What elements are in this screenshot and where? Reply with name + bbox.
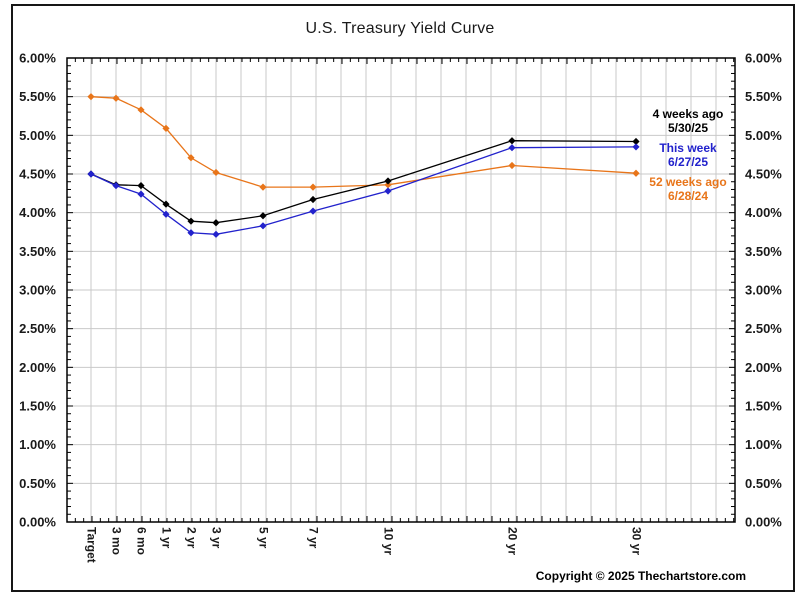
- series-line-this-week: [90, 146, 637, 235]
- data-point-52-weeks-ago: [212, 168, 220, 177]
- data-point-this-week: [309, 207, 317, 215]
- y-axis-label-left: 1.00%: [19, 437, 56, 452]
- series-this-week: [87, 143, 640, 238]
- legend-4-weeks-ago: 4 weeks ago 5/30/25: [604, 107, 772, 135]
- x-axis-label: 6 mo: [135, 527, 149, 555]
- legend-this-week-date: 6/27/25: [667, 154, 709, 169]
- data-point-52-weeks-ago: [112, 94, 120, 102]
- y-axis-label-right: 3.00%: [745, 283, 782, 298]
- data-point-52-weeks-ago: [162, 124, 170, 132]
- data-point-52-weeks-ago: [259, 183, 267, 191]
- data-point-52-weeks-ago: [309, 183, 317, 191]
- legend-this-week: This week 6/27/25: [604, 141, 772, 169]
- legend-52-weeks-ago-label: 52 weeks ago: [649, 175, 727, 189]
- y-axis-label-left: 0.50%: [19, 476, 56, 491]
- y-axis-label-right: 5.50%: [745, 89, 782, 104]
- data-point-this-week: [187, 229, 195, 237]
- y-axis-label-right: 6.00%: [745, 51, 782, 66]
- x-axis-labels: Target 3 mo 6 mo 1 yr 2 yr 3 yr 5 yr 7 yr 10 yr 2…: [85, 527, 644, 563]
- y-axis-label-right: 1.00%: [745, 437, 782, 452]
- data-point-52-weeks-ago: [384, 181, 392, 189]
- legend-52-weeks-ago: 52 weeks ago 6/28/24: [604, 175, 772, 203]
- x-axis-label: 7 yr: [307, 527, 321, 549]
- data-point-4-weeks-ago: [259, 212, 267, 220]
- data-point-52-weeks-ago: [508, 161, 516, 170]
- data-point-4-weeks-ago: [137, 182, 145, 190]
- data-point-52-weeks-ago: [137, 106, 145, 114]
- y-axis-label-right: 5.00%: [745, 128, 782, 143]
- y-axis-label-left: 5.50%: [19, 89, 56, 104]
- legend-4-weeks-ago-label: 4 weeks ago: [652, 107, 724, 121]
- data-point-this-week: [508, 144, 516, 152]
- x-axis-label: 20 yr: [506, 527, 520, 555]
- y-axis-label-right: 2.50%: [745, 321, 782, 336]
- data-point-this-week: [259, 222, 267, 230]
- y-axis-label-right: 0.00%: [745, 515, 782, 530]
- series-52-weeks-ago: [87, 93, 640, 191]
- y-axis-label-left: 2.00%: [19, 360, 56, 375]
- x-axis-label: 1 yr: [160, 527, 174, 549]
- data-point-52-weeks-ago: [632, 169, 640, 177]
- data-point-52-weeks-ago: [87, 93, 95, 101]
- y-axis-label-left: 3.50%: [19, 244, 56, 259]
- data-point-4-weeks-ago: [508, 137, 516, 145]
- plot-frame: [66, 57, 736, 523]
- y-axis-label-left: 2.50%: [19, 321, 56, 336]
- x-axis-label: 3 mo: [110, 527, 124, 555]
- y-axis-label-left: 3.00%: [19, 283, 56, 298]
- legend-52-weeks-ago-date: 6/28/24: [667, 188, 709, 203]
- y-axis-label-left: 5.00%: [19, 128, 56, 143]
- y-axis-label-left: 4.50%: [19, 167, 56, 182]
- data-point-4-weeks-ago: [632, 137, 640, 146]
- x-axis-label: 10 yr: [382, 527, 396, 555]
- y-axis-labels: 6.00% 6.00% 5.50% 5.50% 5.00% 5.00% 4.50% 4.50%…: [19, 51, 782, 530]
- chart-legend: 4 weeks ago 5/30/25 This week 6/27/25 52…: [604, 107, 772, 210]
- gridlines: [67, 58, 735, 522]
- x-axis-label: 3 yr: [210, 527, 224, 549]
- data-point-52-weeks-ago: [187, 154, 195, 162]
- copyright-text: Copyright © 2025 Thechartstore.com: [535, 569, 746, 583]
- y-axis-label-left: 4.00%: [19, 205, 56, 220]
- y-axis-label-left: 6.00%: [19, 51, 56, 66]
- y-axis-label-left: 0.00%: [19, 515, 56, 530]
- series-line-4-weeks-ago: [90, 140, 637, 224]
- data-point-this-week: [384, 187, 392, 195]
- data-point-this-week: [162, 210, 170, 218]
- data-point-4-weeks-ago: [162, 200, 170, 208]
- x-axis-label: 2 yr: [185, 527, 199, 549]
- data-point-this-week: [112, 182, 120, 190]
- data-point-4-weeks-ago: [384, 177, 392, 185]
- data-point-this-week: [137, 190, 145, 198]
- data-point-this-week: [632, 143, 640, 151]
- x-axis-label: 5 yr: [257, 527, 271, 549]
- x-axis-label: Target: [85, 527, 99, 563]
- legend-this-week-label: This week: [659, 141, 717, 155]
- y-axis-label-right: 2.00%: [745, 360, 782, 375]
- y-axis-label-right: 3.50%: [745, 244, 782, 259]
- data-point-4-weeks-ago: [212, 219, 220, 227]
- x-axis-label: 30 yr: [630, 527, 644, 555]
- chart-title: U.S. Treasury Yield Curve: [305, 20, 495, 37]
- legend-4-weeks-ago-date: 5/30/25: [667, 120, 709, 135]
- y-axis-label-right: 4.00%: [745, 205, 782, 220]
- data-point-4-weeks-ago: [187, 217, 195, 225]
- data-point-4-weeks-ago: [309, 195, 317, 204]
- y-axis-label-right: 1.50%: [745, 399, 782, 414]
- y-axis-label-left: 1.50%: [19, 399, 56, 414]
- data-point-this-week: [87, 170, 95, 178]
- y-axis-label-right: 0.50%: [745, 476, 782, 491]
- data-point-this-week: [212, 230, 220, 238]
- y-axis-label-right: 4.50%: [745, 167, 782, 182]
